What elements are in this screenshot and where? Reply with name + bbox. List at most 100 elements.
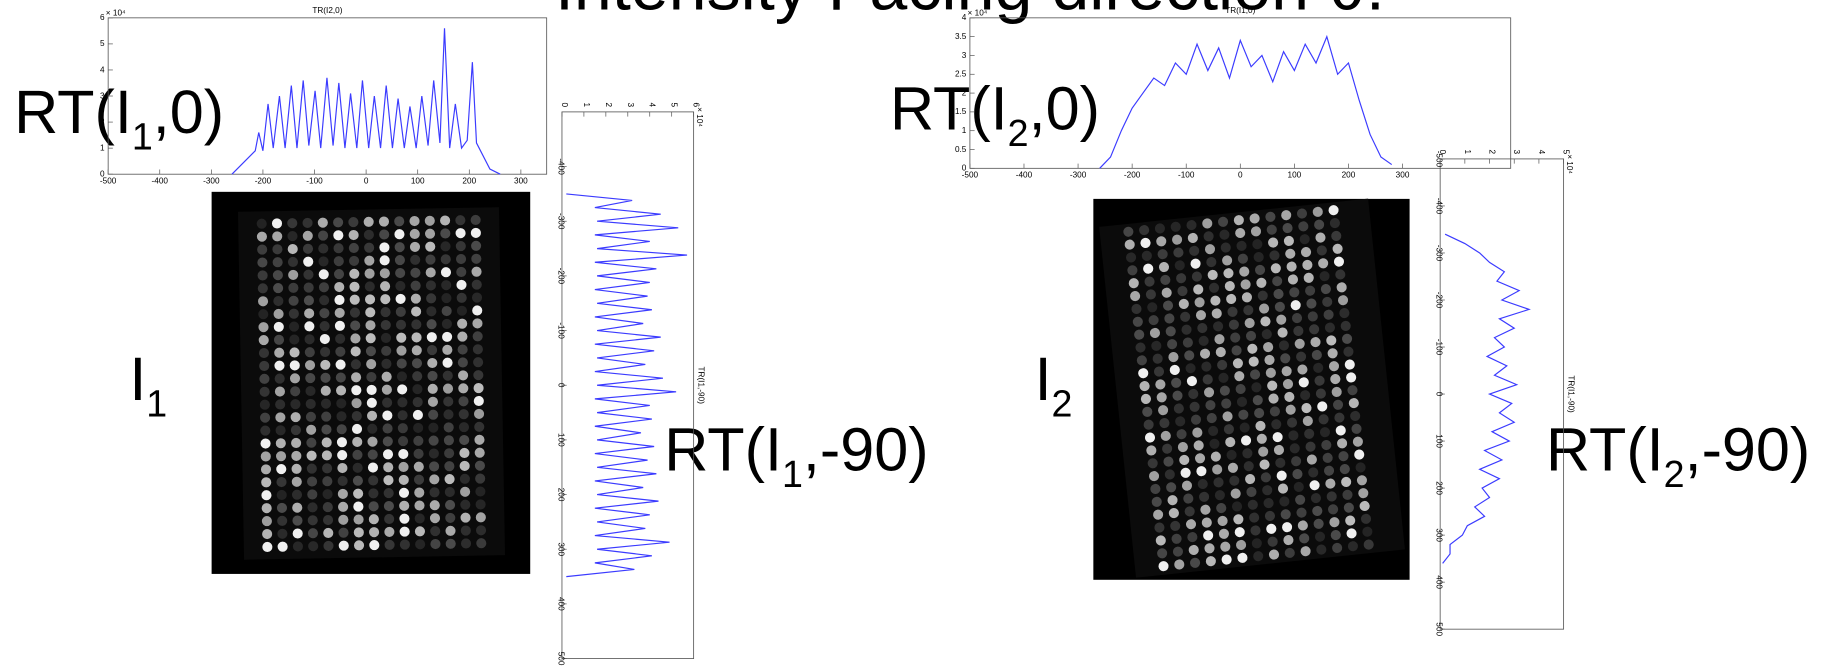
y-tick-label: 2 (1488, 150, 1497, 155)
y-tick-label: 3 (626, 103, 635, 108)
x-tick-label: -100 (556, 322, 565, 339)
y-tick-label: 3 (100, 91, 105, 100)
label-text: RT(I (890, 75, 1008, 143)
label-subscript: 1 (782, 453, 803, 495)
profile-line (566, 194, 687, 577)
label-subscript: 2 (1008, 112, 1029, 154)
x-tick-label: -400 (556, 158, 565, 175)
y-tick-label: 0 (560, 103, 569, 108)
slide: Intensity Facing direction θ: RT(I1,0)RT… (0, 0, 1834, 667)
x-tick-label: 300 (556, 542, 565, 556)
y-tick-label: 3 (1512, 150, 1521, 155)
x-tick-label: 200 (1435, 481, 1444, 495)
label-text: RT(I (14, 78, 132, 146)
label-text: RT(I (664, 415, 782, 483)
y-tick-label: 3 (962, 51, 967, 60)
y-tick-label: 4 (648, 103, 657, 108)
x-tick-label: -200 (1435, 292, 1444, 309)
label-text: ,-90) (803, 415, 929, 483)
y-tick-label: 1 (1463, 150, 1472, 155)
y-tick-label: 4 (962, 13, 967, 22)
slide-label: RT(I1,0) (14, 78, 224, 157)
x-tick-label: -100 (1178, 171, 1195, 180)
x-tick-label: 100 (556, 433, 565, 447)
slide-label: RT(I2,-90) (1546, 415, 1810, 494)
x-tick-label: 100 (411, 177, 425, 186)
y-tick-label: 6 (100, 13, 105, 22)
plot-frame (562, 112, 694, 659)
x-tick-label: 400 (1435, 575, 1444, 589)
y-tick-label: 2 (100, 117, 105, 126)
y-tick-label: 1 (100, 143, 105, 152)
y-tick-label: 0 (962, 164, 967, 173)
x-tick-label: -300 (1435, 245, 1444, 262)
x-tick-label: -200 (1124, 171, 1141, 180)
x-tick-label: 400 (556, 597, 565, 611)
label-subscript: 1 (146, 382, 167, 424)
y-tick-label: 2 (604, 103, 613, 108)
page: {"slide": { "title": "Intensity Facing d… (0, 0, 1834, 667)
slide-label: RT(I2,0) (890, 75, 1100, 154)
y-tick-label: 2 (962, 88, 967, 97)
x-tick-label: -200 (556, 268, 565, 285)
x-tick-label: -200 (255, 177, 272, 186)
chart-title: TR(I1,-90) (696, 367, 705, 405)
y-tick-label: 1 (962, 126, 967, 135)
x-tick-label: 0 (556, 383, 565, 388)
label-text: ,0) (1029, 75, 1100, 143)
axis-multiplier: × 10⁴ (968, 8, 988, 17)
label-text: ,-90) (1685, 415, 1811, 483)
y-tick-label: 0 (1438, 150, 1447, 155)
chart-title: TR(I1,0) (1225, 6, 1255, 15)
profile-line (232, 28, 500, 174)
label-subscript: 2 (1052, 382, 1073, 424)
y-tick-label: 1 (582, 103, 591, 108)
x-tick-label: 300 (1435, 528, 1444, 542)
x-tick-label: -100 (1435, 339, 1444, 356)
x-tick-label: 200 (1342, 171, 1356, 180)
x-tick-label: -300 (1070, 171, 1087, 180)
slide-label: I2 (1035, 345, 1073, 424)
x-tick-label: 0 (364, 177, 369, 186)
x-tick-label: 100 (1288, 171, 1302, 180)
x-tick-label: 100 (1435, 434, 1444, 448)
chart: -500-400-300-200-10001002003004005000123… (1435, 150, 1576, 637)
axis-multiplier: × 10⁴ (106, 8, 126, 17)
y-tick-label: 4 (100, 65, 105, 74)
x-tick-label: -100 (306, 177, 323, 186)
x-tick-label: 300 (514, 177, 528, 186)
x-tick-label: -400 (1016, 171, 1033, 180)
label-subscript: 2 (1664, 453, 1685, 495)
y-tick-label: 2.5 (955, 70, 967, 79)
label-text: ,0) (153, 78, 224, 146)
x-tick-label: 200 (556, 488, 565, 502)
label-text: I (129, 345, 146, 413)
x-tick-label: -400 (1435, 198, 1444, 215)
x-tick-label: 0 (1238, 171, 1243, 180)
plot-frame (1440, 159, 1563, 629)
y-tick-label: 0.5 (955, 145, 967, 154)
profile-line (1443, 234, 1529, 563)
slide-label: RT(I1,-90) (664, 415, 928, 494)
label-subscript: 1 (132, 116, 153, 158)
x-tick-label: 500 (1435, 622, 1444, 636)
profile-line (1100, 37, 1392, 169)
x-tick-label: -400 (152, 177, 169, 186)
x-tick-label: 200 (462, 177, 476, 186)
x-tick-label: -300 (203, 177, 220, 186)
y-tick-label: 5 (100, 39, 105, 48)
y-tick-label: 3.5 (955, 32, 967, 41)
slide-label: I1 (129, 345, 167, 424)
y-tick-label: 4 (1537, 150, 1546, 155)
label-text: I (1035, 345, 1052, 413)
axis-multiplier: × 10⁴ (695, 107, 704, 127)
y-tick-label: 1.5 (955, 107, 967, 116)
axis-multiplier: × 10⁴ (1565, 154, 1574, 174)
y-tick-label: 0 (100, 170, 105, 179)
x-tick-label: 500 (556, 652, 565, 666)
x-tick-label: 0 (1435, 392, 1444, 397)
x-tick-label: -300 (556, 213, 565, 230)
x-tick-label: 300 (1396, 171, 1410, 180)
chart-title: TR(I1,-90) (1566, 375, 1575, 413)
